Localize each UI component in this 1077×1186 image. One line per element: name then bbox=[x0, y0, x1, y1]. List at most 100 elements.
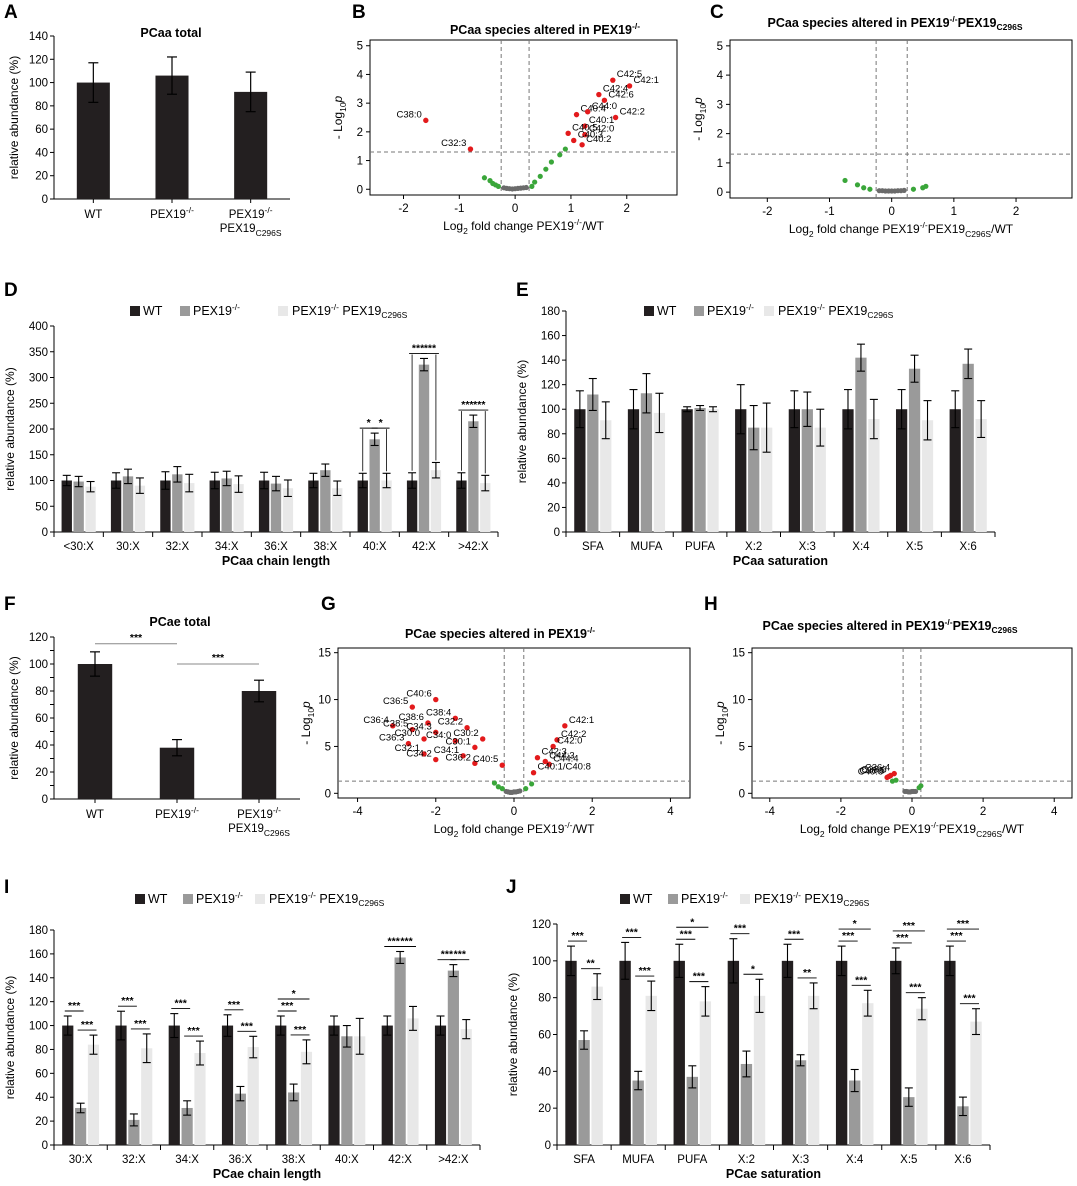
x-axis-label: PCaa chain length bbox=[222, 554, 330, 568]
x-tick-label: 40:X bbox=[335, 1154, 359, 1166]
y-tick-label: 5 bbox=[357, 41, 363, 53]
y-tick-label: 160 bbox=[29, 949, 48, 961]
x-label-sup: -/- bbox=[920, 220, 928, 230]
y-tick-label: 60 bbox=[547, 453, 560, 465]
x-tick-label: MUFA bbox=[630, 541, 662, 553]
y-tick-label: 100 bbox=[29, 1021, 48, 1033]
point-significant bbox=[557, 152, 563, 158]
significance-label: *** bbox=[388, 936, 401, 948]
significance-label: *** bbox=[187, 1025, 200, 1037]
y-tick-label: 60 bbox=[35, 1068, 48, 1080]
point-label: C40:3 bbox=[578, 129, 603, 140]
x-tick-main: PEX19 bbox=[237, 809, 273, 821]
legend-swatch-wt bbox=[135, 894, 145, 904]
bar-rescue bbox=[300, 1051, 313, 1145]
x-label-tail: fold change PEX19 bbox=[825, 822, 931, 836]
significance-label: * bbox=[292, 988, 297, 1000]
bar-wt bbox=[681, 409, 693, 532]
legend-rescue-sup: -/- bbox=[793, 890, 801, 900]
x-tick-main: WT bbox=[84, 209, 102, 221]
legend-ko-sup: -/- bbox=[235, 890, 243, 900]
x-tick-label: -2 bbox=[398, 203, 408, 215]
bar-wt bbox=[456, 480, 467, 532]
x-label-rescue: PEX19 bbox=[928, 222, 966, 236]
y-label-sub: 10 bbox=[720, 708, 730, 718]
legend-swatch-ko bbox=[180, 306, 190, 316]
point-label: C42:6 bbox=[608, 89, 633, 100]
x-tick-label: 0 bbox=[511, 806, 517, 818]
x-tick-label: WT bbox=[86, 809, 104, 821]
point-altered bbox=[409, 704, 416, 710]
bar-ko bbox=[418, 364, 430, 532]
bar-rescue bbox=[753, 995, 766, 1145]
y-tick-label: 4 bbox=[717, 70, 724, 82]
significance-label: * bbox=[367, 417, 372, 429]
y-tick-label: 300 bbox=[29, 373, 48, 385]
x-axis-label: Log2 fold change PEX19-/-/WT bbox=[434, 820, 596, 839]
point-label: C34:3 bbox=[406, 721, 431, 732]
point-label: C34:2 bbox=[406, 749, 431, 760]
legend-rescue-main2: PEX19 bbox=[801, 892, 843, 906]
x-tick-label: PEX19-/- bbox=[150, 205, 194, 221]
point-significant bbox=[499, 786, 505, 792]
bar-ko bbox=[234, 1093, 246, 1145]
title-h-sup: -/- bbox=[945, 617, 953, 627]
bar-ko bbox=[908, 368, 921, 532]
y-tick-label: 40 bbox=[35, 147, 48, 159]
x-label-sub: 2 bbox=[820, 829, 825, 839]
point-label: C38:4 bbox=[426, 707, 451, 718]
significance-label: * bbox=[379, 417, 384, 429]
point-not-significant bbox=[523, 184, 529, 191]
legend-rescue-main: PEX19 bbox=[778, 304, 817, 318]
x-tick-label: 4 bbox=[1051, 806, 1058, 818]
y-tick-label: 40 bbox=[35, 1092, 48, 1104]
legend-label-rescue: PEX19-/- PEX19C296S bbox=[292, 302, 408, 320]
significance-label: *** bbox=[909, 982, 922, 994]
x-tick-label: MUFA bbox=[622, 1154, 654, 1166]
x-label-log: Log bbox=[789, 222, 809, 236]
bar-ko bbox=[394, 957, 406, 1145]
y-axis-label: relative abundance (%) bbox=[3, 976, 17, 1099]
x-label-sub: 2 bbox=[454, 829, 459, 839]
x-tick-label: 0 bbox=[888, 206, 894, 218]
x-tick-label: PUFA bbox=[685, 541, 715, 553]
y-tick-label: 0 bbox=[545, 1140, 551, 1152]
bar-ko bbox=[578, 1040, 590, 1145]
significance-label: *** bbox=[400, 936, 413, 948]
point-label: C44:4 bbox=[553, 753, 578, 764]
y-tick-label: 80 bbox=[538, 993, 551, 1005]
point-label: C38:5 bbox=[383, 719, 408, 730]
chart-i: 0 20 40 60 80 100 120 140 160 180 30:X 32:X 34:X 36:X… bbox=[3, 925, 481, 1181]
title-g-main: PCae species altered in PEX19 bbox=[405, 627, 587, 641]
y-label-sub: 10 bbox=[698, 104, 708, 114]
point-label: C36:2 bbox=[446, 752, 471, 763]
y-label-main: - Log bbox=[299, 717, 313, 744]
y-tick-label: 0 bbox=[42, 1140, 48, 1152]
bar-ko bbox=[288, 1092, 300, 1145]
point-label: C42:5 bbox=[617, 69, 642, 80]
x-tick-sup: -/- bbox=[186, 205, 194, 215]
bar-rescue bbox=[184, 483, 195, 532]
x-tick-label-line2: PEX19C296S bbox=[220, 223, 282, 238]
x-tick-label: -2 bbox=[762, 206, 772, 218]
bar-rescue bbox=[430, 470, 442, 532]
y-axis-label: relative abundance (%) bbox=[515, 360, 529, 483]
bar-rescue bbox=[141, 1048, 153, 1145]
y-tick-label: 80 bbox=[547, 429, 560, 441]
point-not-significant bbox=[517, 788, 523, 794]
panel-letter-e: E bbox=[516, 280, 529, 301]
legend-label-wt: WT bbox=[143, 304, 163, 318]
legend-label-ko: PEX19-/- bbox=[681, 890, 728, 906]
legend-e: WT PEX19-/- PEX19-/- PEX19C296S bbox=[644, 302, 894, 320]
x-label-tail: fold change PEX19 bbox=[458, 822, 564, 836]
x-tick-main: PEX19 bbox=[229, 209, 265, 221]
bar-wt bbox=[574, 409, 586, 532]
point-significant bbox=[842, 177, 848, 184]
title-c-sub: C296S bbox=[997, 22, 1023, 32]
x-tick-main: PEX19 bbox=[220, 223, 256, 235]
significance-label: *** bbox=[412, 342, 425, 354]
bar-ko bbox=[341, 1036, 353, 1145]
point-label: C40:1/C40:8 bbox=[538, 762, 591, 773]
point-altered bbox=[421, 736, 427, 742]
